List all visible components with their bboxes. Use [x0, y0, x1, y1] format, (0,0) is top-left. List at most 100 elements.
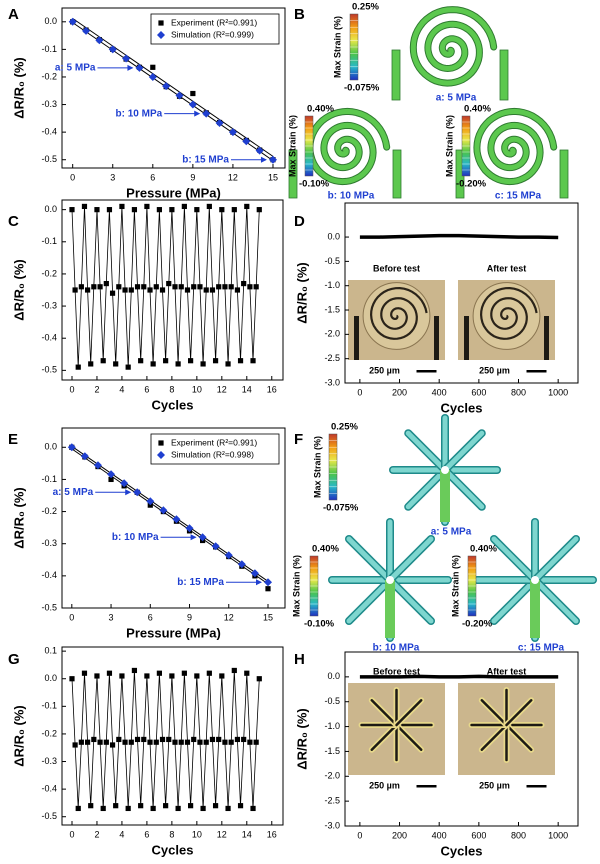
marker [194, 673, 200, 679]
marker [94, 673, 100, 679]
marker [125, 805, 131, 812]
legend-marker [157, 451, 165, 459]
scale-bar [416, 785, 437, 788]
scale-bar-label: 250 µm [369, 780, 400, 790]
inset-label: Before test [373, 263, 420, 273]
x-tick-label: 6 [148, 612, 153, 622]
y-tick-label: -0.4 [41, 127, 57, 137]
x-axis-title: Pressure (MPa) [126, 625, 221, 640]
y-tick-label: -0.2 [41, 268, 57, 278]
marker [82, 26, 91, 35]
panel-label: G [8, 651, 20, 668]
marker [241, 280, 247, 287]
marker [153, 284, 159, 290]
scale-bar [526, 785, 547, 788]
marker [188, 100, 197, 109]
colorbar-title: Max Strain (%) [287, 115, 297, 177]
photo-trace [369, 286, 428, 340]
colorbar-min: -0.075% [344, 83, 380, 94]
marker [197, 739, 203, 745]
marker [69, 207, 75, 213]
x-tick-label: 0 [357, 830, 362, 840]
plot-frame [61, 7, 286, 169]
plot-frame [344, 651, 579, 827]
marker [231, 667, 237, 674]
marker [194, 207, 200, 213]
marker [237, 803, 244, 809]
marker [200, 805, 206, 812]
marker [138, 803, 144, 809]
colorbar-max: 0.40% [307, 104, 334, 115]
x-tick-label: 400 [432, 387, 447, 397]
photo-lead [354, 316, 359, 360]
marker [122, 54, 131, 63]
y-tick-label: 0.1 [44, 646, 57, 656]
x-tick-label: 1000 [548, 830, 568, 840]
y-tick-label: -0.1 [41, 701, 57, 711]
marker [228, 739, 234, 745]
annotation-arrowhead [260, 156, 267, 163]
panel-label: H [294, 651, 305, 668]
caption: a: 5 MPa [436, 93, 477, 104]
marker [172, 284, 178, 290]
arm [405, 430, 448, 473]
marker [144, 203, 150, 210]
y-tick-label: -0.2 [41, 71, 57, 81]
x-tick-label: 3 [109, 612, 114, 622]
plot-frame [61, 646, 284, 826]
marker [138, 358, 144, 364]
y-tick-label: 0.0 [44, 673, 57, 683]
inset-label: After test [487, 263, 527, 273]
colorbar-title: Max Strain (%) [332, 16, 342, 78]
marker [253, 284, 259, 290]
x-axis-title: Cycles [152, 397, 194, 412]
marker [209, 287, 216, 293]
marker [120, 479, 129, 488]
caption: a: 5 MPa [431, 527, 472, 538]
y-tick-label: 0.0 [44, 16, 57, 26]
marker [107, 470, 116, 479]
y-tick-label: -0.1 [41, 44, 57, 54]
marker [253, 739, 259, 745]
arm [346, 577, 393, 624]
marker [225, 361, 231, 367]
legend-label: Simulation (R²=0.998) [171, 449, 254, 459]
lead [440, 470, 450, 522]
marker [203, 287, 209, 293]
y-tick-label: -0.4 [41, 783, 57, 793]
y-tick-label: -0.5 [324, 696, 340, 706]
colorbar-max: 0.25% [352, 2, 379, 13]
plot-frame [61, 427, 286, 609]
marker [234, 287, 241, 293]
marker [135, 63, 144, 72]
marker [256, 676, 262, 682]
marker [215, 119, 224, 128]
x-tick-label: 9 [190, 172, 195, 182]
legend-label: Experiment (R²=0.991) [171, 17, 257, 27]
marker [184, 287, 191, 293]
annotation-arrowhead [190, 534, 197, 541]
marker [222, 284, 228, 290]
x-tick-label: 16 [267, 384, 277, 394]
annotation: b: 10 MPa [116, 108, 163, 119]
y-tick-label: -0.3 [41, 99, 57, 109]
center [386, 576, 394, 584]
marker [97, 284, 103, 290]
y-tick-label: -0.3 [41, 538, 57, 548]
data-line [72, 22, 274, 162]
marker [103, 739, 109, 745]
marker [184, 739, 191, 745]
lead [530, 580, 540, 638]
scale-bar-label: 250 µm [369, 365, 400, 375]
marker [211, 542, 220, 551]
marker [159, 736, 166, 743]
arm [491, 536, 538, 583]
x-tick-label: 9 [187, 612, 192, 622]
legend-marker [158, 20, 164, 26]
colorbar-title: Max Strain (%) [291, 555, 301, 617]
y-tick-label: -0.5 [41, 365, 57, 375]
panel-label: F [294, 431, 303, 448]
colorbar-min: -0.10% [299, 179, 330, 190]
marker [163, 358, 169, 364]
